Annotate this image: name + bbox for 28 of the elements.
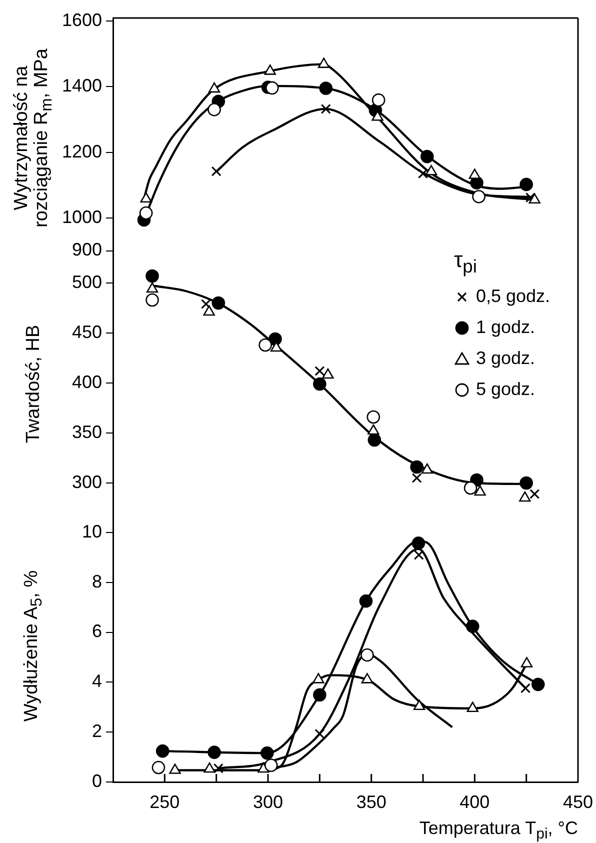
- x-tick-label: 250: [150, 792, 180, 812]
- y-tick-label: 450: [72, 322, 102, 342]
- x-tick-label: 350: [356, 792, 386, 812]
- x-tick-label: 450: [562, 792, 594, 812]
- y-tick-label: 500: [72, 272, 102, 292]
- x-axis-title: Temperatura T$_{pi}$, °C: [419, 818, 578, 843]
- x-tick-label: 300: [252, 792, 284, 812]
- y-tick-label: 400: [72, 372, 102, 392]
- y-tick-label: 1000: [62, 206, 102, 227]
- y-tick-label: 0: [92, 770, 102, 791]
- legend-label: 5 godz.: [476, 378, 535, 402]
- legend-label: 1 godz.: [476, 316, 535, 340]
- legend-title: τ$_{pi}$: [454, 246, 478, 278]
- y-tick-label: 4: [92, 671, 102, 692]
- y-tick-label: 1400: [62, 76, 102, 96]
- legend-label: 0,5 godz.: [476, 285, 550, 308]
- x-tick-label: 400: [460, 792, 490, 812]
- y-axis-title: Twardość, HB: [23, 324, 44, 444]
- y-tick-label: 300: [72, 472, 102, 492]
- y-tick-label: 1600: [62, 10, 102, 30]
- y-tick-label: 10: [82, 521, 102, 542]
- y-tick-label: 2: [92, 721, 102, 742]
- y-tick-label: 8: [92, 571, 102, 592]
- y-tick-label: 350: [72, 422, 102, 442]
- legend-label: 3 godz.: [476, 347, 535, 370]
- y-tick-label: 900: [72, 240, 102, 260]
- y-tick-label: 6: [92, 621, 102, 642]
- y-tick-label: 1200: [62, 141, 102, 162]
